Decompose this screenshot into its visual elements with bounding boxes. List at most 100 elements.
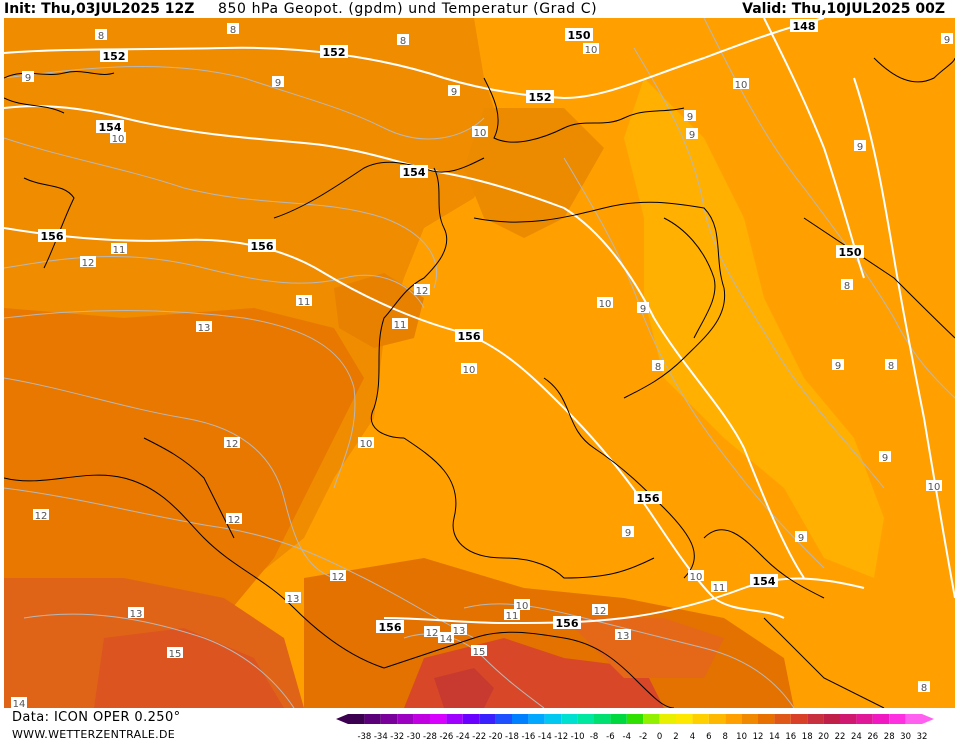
geopotential-label: 154 xyxy=(96,120,124,134)
svg-text:150: 150 xyxy=(568,29,591,42)
temperature-label: 9 xyxy=(944,35,950,46)
temperature-label: 8 xyxy=(400,36,406,47)
legend-tick-label: -14 xyxy=(538,732,552,742)
svg-text:154: 154 xyxy=(99,121,122,134)
legend-swatch xyxy=(676,714,693,724)
legend-swatch xyxy=(512,714,529,724)
legend-swatch xyxy=(659,714,676,724)
legend-swatch xyxy=(905,714,922,724)
temperature-label: 12 xyxy=(228,515,241,526)
geopotential-label: 152 xyxy=(526,90,554,104)
legend-tick-label: -2 xyxy=(639,732,647,742)
svg-text:150: 150 xyxy=(839,246,862,259)
temp-band-16-italy xyxy=(434,668,494,708)
temperature-label: 15 xyxy=(169,649,182,660)
temperature-label: 10 xyxy=(735,80,748,91)
legend-swatch xyxy=(380,714,398,724)
geopotential-label: 148 xyxy=(790,19,818,33)
legend-tick-label: 28 xyxy=(884,732,895,742)
temperature-isolines xyxy=(4,18,955,708)
geopotential-label: 156 xyxy=(553,616,581,630)
svg-text:152: 152 xyxy=(323,46,346,59)
temperature-label: 9 xyxy=(882,453,888,464)
temperature-label: 13 xyxy=(617,631,630,642)
legend-tick-label: -18 xyxy=(505,732,519,742)
legend-swatch xyxy=(446,714,463,724)
temperature-label: 8 xyxy=(230,25,236,36)
legend-tick-label: -10 xyxy=(571,732,585,742)
legend-tick-label: 14 xyxy=(769,732,780,742)
legend-tick-label: -6 xyxy=(606,732,614,742)
legend-swatch xyxy=(479,714,496,724)
temperature-label: 12 xyxy=(226,439,239,450)
legend-swatch xyxy=(348,714,365,724)
temperature-label: 15 xyxy=(473,647,486,658)
svg-text:154: 154 xyxy=(753,575,776,588)
legend-tick-label: -8 xyxy=(590,732,598,742)
temperature-label: 14 xyxy=(440,634,453,645)
legend-swatch xyxy=(692,714,709,724)
legend-swatch xyxy=(610,714,627,724)
temperature-label: 11 xyxy=(298,297,311,308)
temp-band-14-south xyxy=(94,628,284,708)
legend-swatch xyxy=(495,714,512,724)
svg-text:152: 152 xyxy=(103,50,126,63)
geopotential-label: 150 xyxy=(565,28,593,42)
legend-swatch xyxy=(577,714,594,724)
legend-tick-label: 22 xyxy=(835,732,846,742)
temperature-label: 8 xyxy=(655,362,661,373)
temperature-label: 9 xyxy=(275,78,281,89)
temperature-label-group: 8 8 8 9 9 9 10 10 10 10 9 9 11 12 11 12 … xyxy=(11,23,953,708)
temperature-label: 9 xyxy=(25,73,31,84)
temp-band-13-balkans xyxy=(564,618,724,678)
geopotential-label: 150 xyxy=(836,245,864,259)
svg-text:156: 156 xyxy=(41,230,64,243)
geopotential-label: 154 xyxy=(750,574,778,588)
legend-tick-label: -32 xyxy=(390,732,404,742)
legend-tick-label: -34 xyxy=(374,732,388,742)
temperature-label: 9 xyxy=(687,112,693,123)
svg-text:148: 148 xyxy=(793,20,816,33)
data-source: Data: ICON OPER 0.250° xyxy=(12,710,181,725)
temperature-label: 9 xyxy=(625,528,631,539)
temperature-label: 14 xyxy=(13,699,26,708)
temperature-label: 10 xyxy=(463,365,476,376)
temperature-label: 13 xyxy=(287,594,300,605)
temperature-label: 10 xyxy=(112,134,125,145)
geopotential-label: 156 xyxy=(38,229,66,243)
legend-swatch xyxy=(462,714,480,724)
geopotential-label: 152 xyxy=(100,49,128,63)
legend-swatch xyxy=(856,714,873,724)
geopotential-label: 156 xyxy=(376,620,404,634)
svg-text:152: 152 xyxy=(529,91,552,104)
legend-swatch xyxy=(807,714,824,724)
temperature-label: 10 xyxy=(585,45,598,56)
legend-tick-label: -4 xyxy=(623,732,631,742)
legend-tick-label: 32 xyxy=(917,732,928,742)
temperature-label: 12 xyxy=(82,258,95,269)
legend-swatch xyxy=(364,714,381,724)
temperature-label: 10 xyxy=(360,439,373,450)
legend-swatch xyxy=(397,714,414,724)
legend-tick-label: 0 xyxy=(657,732,662,742)
legend-tick-label: 2 xyxy=(673,732,678,742)
legend-swatch xyxy=(889,714,906,724)
legend-tick-label: -38 xyxy=(357,732,371,742)
temperature-label: 9 xyxy=(857,142,863,153)
legend-swatch xyxy=(774,714,791,724)
legend-tick-label: -12 xyxy=(554,732,568,742)
temperature-label: 13 xyxy=(130,609,143,620)
legend-tick-label: -22 xyxy=(472,732,486,742)
legend-tick-label: 20 xyxy=(818,732,829,742)
svg-text:156: 156 xyxy=(556,617,579,630)
temperature-label: 10 xyxy=(474,128,487,139)
legend-tick-label: 30 xyxy=(900,732,911,742)
temperature-label: 8 xyxy=(921,683,927,694)
temp-band-12-west xyxy=(4,308,364,628)
temperature-label: 11 xyxy=(394,320,407,331)
website-credit: WWW.WETTERZENTRALE.DE xyxy=(12,728,175,741)
color-legend: -38 -34 -32 -30 -28 -26 -24 -22 -20 -18 -16 -14 -12-… xyxy=(336,714,934,742)
legend-swatch xyxy=(758,714,775,724)
legend-tick-label: 16 xyxy=(785,732,796,742)
map-canvas: 152 152 150 148 152 154 154 156 156 150 … xyxy=(4,18,955,708)
